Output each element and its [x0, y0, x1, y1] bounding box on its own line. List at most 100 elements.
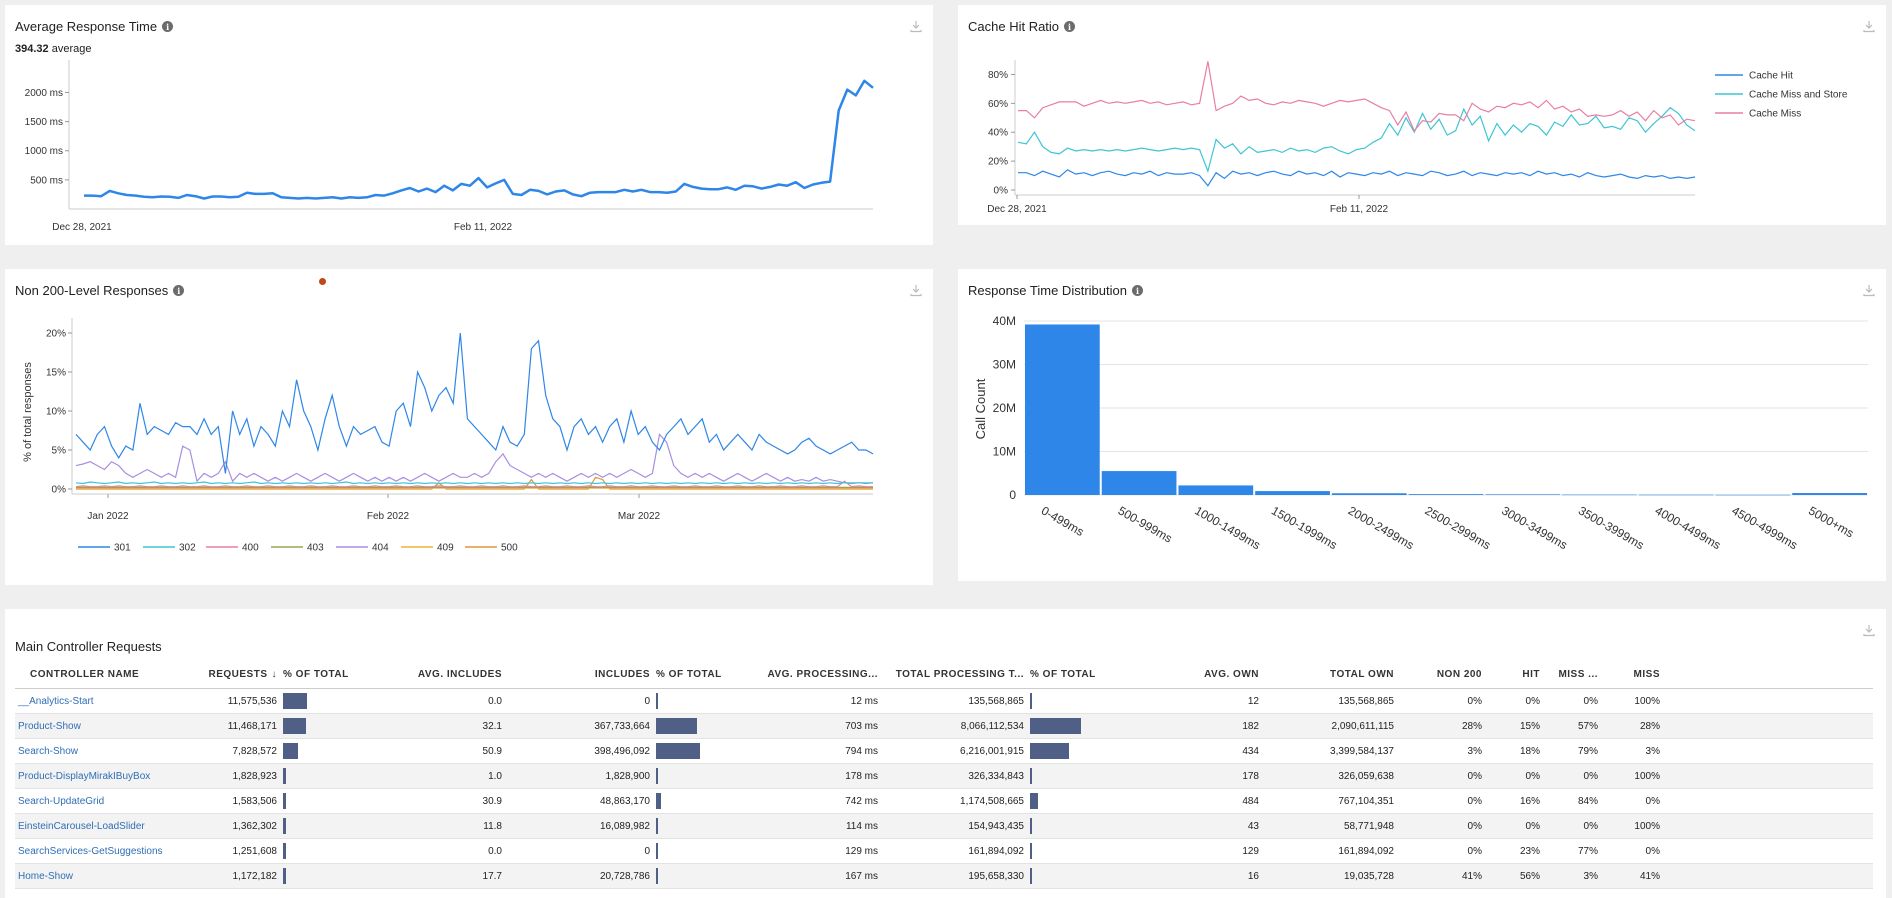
table-cell: 0	[644, 695, 650, 707]
non200-series-line	[75, 480, 873, 488]
column-header[interactable]: Includes	[594, 668, 650, 680]
percent-bar	[1030, 693, 1032, 709]
table-header: Controller Name Requests ↓ % of Total Avg. I…	[15, 660, 1873, 689]
percent-bar-cell	[1027, 864, 1142, 888]
column-header[interactable]: % of Total	[283, 668, 349, 680]
table-cell: 129	[1242, 845, 1259, 857]
percent-bar	[1030, 743, 1069, 759]
column-header[interactable]: Avg. Own	[1204, 668, 1259, 680]
table-row[interactable]: EinsteinCarousel-LoadSlider 1,362,302 11.8…	[15, 814, 1873, 839]
non200-series-line	[75, 481, 874, 485]
table-row[interactable]: __Analytics-Start 11,575,536 0.0 0 12 ms 135,…	[15, 689, 1873, 714]
percent-bar-cell	[280, 764, 365, 788]
average-value: 394.32	[15, 43, 49, 55]
table-row[interactable]: Product-DisplayMirakIBuyBox 1,828,923 1.0 1…	[15, 764, 1873, 789]
y-tick-label: 60%	[988, 99, 1008, 110]
column-header[interactable]: Miss	[1633, 668, 1660, 680]
column-header[interactable]: Avg. Includes	[417, 668, 502, 680]
distribution-bar	[1638, 494, 1714, 496]
info-icon[interactable]: i	[1064, 21, 1076, 32]
column-header[interactable]: Miss ...	[1558, 668, 1598, 680]
download-icon[interactable]	[1862, 19, 1876, 33]
table-cell: 0%	[1525, 820, 1540, 832]
controller-link[interactable]: Search-UpdateGrid	[18, 795, 105, 807]
non200-series-line	[76, 476, 873, 490]
y-tick-label: 20%	[988, 157, 1008, 168]
table-cell: 7,828,572	[232, 745, 278, 757]
percent-bar	[656, 793, 661, 809]
table-cell: 398,496,092	[594, 745, 650, 757]
percent-bar	[283, 768, 286, 784]
download-icon[interactable]	[909, 19, 923, 33]
x-tick-label: 4500-4999ms	[1729, 503, 1800, 552]
non200-series-line	[75, 332, 874, 474]
table-row[interactable]: SearchServices-GetSuggestions 1,251,608 0.…	[15, 839, 1873, 864]
y-tick-label: 0%	[994, 186, 1009, 197]
table-row[interactable]: Product-Show 11,468,171 32.1 367,733,664 703…	[15, 714, 1873, 739]
controller-name-cell: EinsteinCarousel-LoadSlider	[15, 821, 195, 832]
info-icon[interactable]: i	[173, 285, 185, 296]
table-row[interactable]: Home-Show 1,172,182 17.7 20,728,786 167 ms 19…	[15, 864, 1873, 889]
column-header[interactable]: Total Own	[1330, 668, 1394, 680]
table-cell: 28%	[1461, 720, 1482, 732]
percent-bar-cell	[280, 814, 365, 838]
controller-link[interactable]: EinsteinCarousel-LoadSlider	[18, 820, 145, 832]
avg-response-chart: 2000 ms 1500 ms 1000 ms 500 ms Dec 28, 2021 F…	[25, 60, 874, 233]
download-icon[interactable]	[1862, 283, 1876, 297]
y-axis-title: % of total responses	[22, 362, 34, 462]
column-header[interactable]: Non 200	[1436, 668, 1482, 680]
table-row[interactable]: Search-UpdateGrid 1,583,506 30.9 48,863,170…	[15, 789, 1873, 814]
controller-name-cell: __Analytics-Start	[15, 696, 195, 707]
table-cell: 0%	[1583, 820, 1598, 832]
column-header[interactable]: Requests ↓	[208, 668, 277, 680]
controller-link[interactable]: Search-Show	[18, 745, 79, 757]
distribution-bar	[1255, 491, 1330, 495]
column-header[interactable]: Hit	[1522, 668, 1540, 680]
table-cell: 135,568,865	[1338, 695, 1394, 707]
info-icon[interactable]: i	[162, 21, 174, 32]
percent-bar	[656, 718, 697, 734]
x-tick-label: 500-999ms	[1116, 503, 1175, 545]
table-cell: 182	[1242, 720, 1259, 732]
controller-link[interactable]: Product-DisplayMirakIBuyBox	[18, 770, 151, 782]
table-row[interactable]: Search-Show 7,828,572 50.9 398,496,092 794 m…	[15, 739, 1873, 764]
percent-bar	[1030, 868, 1032, 884]
percent-bar-cell	[1027, 764, 1142, 788]
y-tick-label: 20%	[46, 329, 66, 340]
y-tick-label: 10%	[46, 407, 66, 418]
distribution-bar	[1562, 494, 1637, 496]
percent-bar	[283, 868, 286, 884]
table-cell: 12	[1247, 695, 1259, 707]
distribution-bar	[1485, 494, 1561, 495]
info-icon[interactable]: i	[1131, 285, 1143, 296]
table-cell: 16,089,982	[599, 820, 650, 832]
column-header[interactable]: % of Total	[656, 668, 722, 680]
column-header[interactable]: Controller Name	[30, 668, 140, 680]
controller-link[interactable]: Home-Show	[18, 870, 74, 882]
y-tick-label: 500 ms	[30, 175, 63, 186]
controller-link[interactable]: Product-Show	[18, 720, 81, 732]
y-tick-label: 1500 ms	[25, 117, 63, 128]
distribution-bar	[1101, 471, 1177, 495]
controller-link[interactable]: SearchServices-GetSuggestions	[18, 845, 163, 857]
x-tick-label: 3000-3499ms	[1499, 503, 1570, 552]
table-cell: 0%	[1467, 695, 1482, 707]
column-header[interactable]: Total Processing T...	[895, 668, 1024, 680]
percent-bar	[656, 768, 658, 784]
download-icon[interactable]	[909, 283, 923, 297]
column-header[interactable]: Avg. Processing...	[767, 668, 878, 680]
table-cell: 0.0	[488, 695, 502, 707]
table-cell: 12 ms	[850, 695, 878, 707]
percent-bar	[283, 818, 286, 834]
controller-link[interactable]: __Analytics-Start	[18, 695, 94, 707]
sort-arrow-down-icon: ↓	[271, 668, 277, 680]
column-header[interactable]: % of Total	[1030, 668, 1096, 680]
download-icon[interactable]	[1862, 623, 1876, 637]
y-tick-label: 10M	[993, 445, 1016, 459]
legend-label: 400	[242, 543, 259, 554]
status-dot-icon	[319, 278, 326, 285]
table-cell: 2,090,611,115	[1331, 720, 1394, 732]
controller-requests-panel: Main Controller Requests Controller Name…	[5, 609, 1886, 898]
table-body: __Analytics-Start 11,575,536 0.0 0 12 ms 135,…	[15, 689, 1873, 889]
y-tick-label: 80%	[988, 70, 1008, 81]
